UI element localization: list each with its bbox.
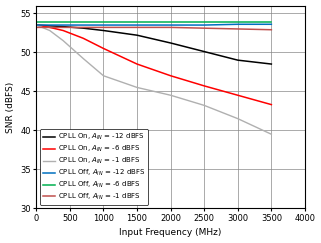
CPLL Off, $A_{IN}$ = -12 dBFS (169, 24, 173, 26)
CPLL Off, $A_{IN}$ = -12 dBFS (34, 24, 38, 26)
X-axis label: Input Frequency (MHz): Input Frequency (MHz) (119, 228, 222, 237)
CPLL On, $A_{IN}$ = -1 dBFS (236, 117, 240, 120)
CPLL On, $A_{IN}$ = -12 dBFS (48, 24, 52, 27)
CPLL On, $A_{IN}$ = -1 dBFS (202, 104, 206, 107)
CPLL On, $A_{IN}$ = -6 dBFS (135, 63, 139, 66)
Y-axis label: SNR (dBFS): SNR (dBFS) (5, 81, 14, 133)
CPLL On, $A_{IN}$ = -12 dBFS (82, 27, 85, 30)
CPLL Off, $A_{IN}$ = -12 dBFS (236, 23, 240, 26)
CPLL Off, $A_{IN}$ = -6 dBFS (61, 20, 65, 23)
CPLL On, $A_{IN}$ = -1 dBFS (34, 24, 38, 26)
CPLL Off, $A_{IN}$ = -1 dBFS (269, 28, 273, 31)
CPLL Off, $A_{IN}$ = -12 dBFS (82, 24, 85, 26)
CPLL On, $A_{IN}$ = -6 dBFS (169, 74, 173, 77)
CPLL On, $A_{IN}$ = -1 dBFS (61, 39, 65, 42)
CPLL On, $A_{IN}$ = -12 dBFS (101, 29, 105, 32)
CPLL On, $A_{IN}$ = -12 dBFS (169, 42, 173, 44)
CPLL On, $A_{IN}$ = -1 dBFS (101, 74, 105, 77)
CPLL On, $A_{IN}$ = -6 dBFS (82, 37, 85, 40)
CPLL Off, $A_{IN}$ = -6 dBFS (101, 20, 105, 23)
CPLL On, $A_{IN}$ = -12 dBFS (34, 24, 38, 26)
CPLL Off, $A_{IN}$ = -6 dBFS (236, 20, 240, 23)
Line: CPLL Off, $A_{IN}$ = -12 dBFS: CPLL Off, $A_{IN}$ = -12 dBFS (36, 24, 271, 25)
CPLL On, $A_{IN}$ = -1 dBFS (82, 57, 85, 60)
CPLL Off, $A_{IN}$ = -6 dBFS (135, 20, 139, 23)
CPLL On, $A_{IN}$ = -12 dBFS (202, 50, 206, 53)
CPLL On, $A_{IN}$ = -12 dBFS (236, 59, 240, 62)
CPLL Off, $A_{IN}$ = -6 dBFS (169, 20, 173, 23)
CPLL On, $A_{IN}$ = -6 dBFS (34, 24, 38, 26)
CPLL On, $A_{IN}$ = -6 dBFS (101, 47, 105, 50)
CPLL On, $A_{IN}$ = -1 dBFS (169, 94, 173, 97)
CPLL Off, $A_{IN}$ = -12 dBFS (202, 24, 206, 26)
CPLL Off, $A_{IN}$ = -1 dBFS (135, 26, 139, 29)
CPLL Off, $A_{IN}$ = -1 dBFS (48, 26, 52, 29)
Line: CPLL On, $A_{IN}$ = -12 dBFS: CPLL On, $A_{IN}$ = -12 dBFS (36, 25, 271, 64)
Line: CPLL On, $A_{IN}$ = -6 dBFS: CPLL On, $A_{IN}$ = -6 dBFS (36, 25, 271, 104)
CPLL On, $A_{IN}$ = -12 dBFS (269, 63, 273, 66)
Legend: CPLL On, $A_{IN}$ = -12 dBFS, CPLL On, $A_{IN}$ = -6 dBFS, CPLL On, $A_{IN}$ = -: CPLL On, $A_{IN}$ = -12 dBFS, CPLL On, $… (40, 130, 148, 205)
CPLL On, $A_{IN}$ = -12 dBFS (135, 34, 139, 37)
CPLL Off, $A_{IN}$ = -1 dBFS (236, 27, 240, 30)
CPLL Off, $A_{IN}$ = -12 dBFS (101, 24, 105, 26)
CPLL On, $A_{IN}$ = -6 dBFS (236, 94, 240, 97)
CPLL Off, $A_{IN}$ = -1 dBFS (82, 26, 85, 29)
CPLL Off, $A_{IN}$ = -1 dBFS (202, 27, 206, 30)
CPLL On, $A_{IN}$ = -1 dBFS (269, 133, 273, 136)
CPLL On, $A_{IN}$ = -1 dBFS (135, 86, 139, 89)
CPLL Off, $A_{IN}$ = -6 dBFS (269, 20, 273, 23)
CPLL Off, $A_{IN}$ = -6 dBFS (82, 20, 85, 23)
CPLL Off, $A_{IN}$ = -1 dBFS (61, 26, 65, 29)
CPLL Off, $A_{IN}$ = -6 dBFS (202, 20, 206, 23)
CPLL On, $A_{IN}$ = -6 dBFS (61, 29, 65, 32)
CPLL Off, $A_{IN}$ = -12 dBFS (135, 24, 139, 26)
CPLL On, $A_{IN}$ = -6 dBFS (202, 84, 206, 87)
CPLL Off, $A_{IN}$ = -1 dBFS (101, 26, 105, 29)
CPLL Off, $A_{IN}$ = -6 dBFS (48, 20, 52, 23)
CPLL On, $A_{IN}$ = -1 dBFS (48, 29, 52, 32)
CPLL Off, $A_{IN}$ = -12 dBFS (48, 24, 52, 26)
CPLL On, $A_{IN}$ = -12 dBFS (61, 25, 65, 28)
Line: CPLL On, $A_{IN}$ = -1 dBFS: CPLL On, $A_{IN}$ = -1 dBFS (36, 25, 271, 134)
CPLL Off, $A_{IN}$ = -1 dBFS (34, 26, 38, 29)
CPLL Off, $A_{IN}$ = -1 dBFS (169, 26, 173, 29)
CPLL Off, $A_{IN}$ = -6 dBFS (34, 20, 38, 23)
CPLL Off, $A_{IN}$ = -12 dBFS (61, 24, 65, 26)
CPLL On, $A_{IN}$ = -6 dBFS (48, 26, 52, 29)
CPLL Off, $A_{IN}$ = -12 dBFS (269, 23, 273, 26)
CPLL On, $A_{IN}$ = -6 dBFS (269, 103, 273, 106)
Line: CPLL Off, $A_{IN}$ = -1 dBFS: CPLL Off, $A_{IN}$ = -1 dBFS (36, 27, 271, 30)
